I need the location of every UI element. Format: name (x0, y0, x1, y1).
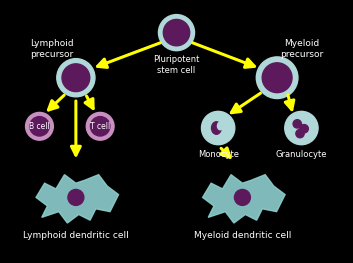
Circle shape (202, 111, 235, 145)
Circle shape (234, 189, 250, 205)
Circle shape (285, 111, 318, 145)
Circle shape (30, 117, 49, 136)
Text: Lymphoid
precursor: Lymphoid precursor (30, 39, 73, 59)
Circle shape (293, 120, 301, 128)
Circle shape (57, 59, 95, 97)
Circle shape (296, 129, 304, 138)
Text: Myeloid dendritic cell: Myeloid dendritic cell (194, 231, 291, 240)
Polygon shape (203, 175, 285, 223)
Ellipse shape (211, 122, 221, 134)
Text: Monocyte: Monocyte (198, 150, 239, 159)
Circle shape (256, 57, 298, 99)
Circle shape (158, 14, 195, 51)
Text: Myeloid
precursor: Myeloid precursor (280, 39, 323, 59)
Circle shape (25, 112, 53, 140)
Text: B cell: B cell (29, 122, 50, 131)
Circle shape (86, 112, 114, 140)
Text: Granulocyte: Granulocyte (276, 150, 327, 159)
Text: T cell: T cell (90, 122, 110, 131)
Ellipse shape (217, 122, 223, 130)
Circle shape (262, 63, 292, 93)
Polygon shape (36, 175, 119, 223)
Circle shape (68, 189, 84, 205)
Circle shape (90, 117, 110, 136)
Circle shape (163, 19, 190, 46)
Circle shape (62, 64, 90, 92)
Text: Lymphoid dendritic cell: Lymphoid dendritic cell (23, 231, 129, 240)
Text: Pluripotent
stem cell: Pluripotent stem cell (153, 55, 200, 75)
Circle shape (300, 125, 309, 133)
